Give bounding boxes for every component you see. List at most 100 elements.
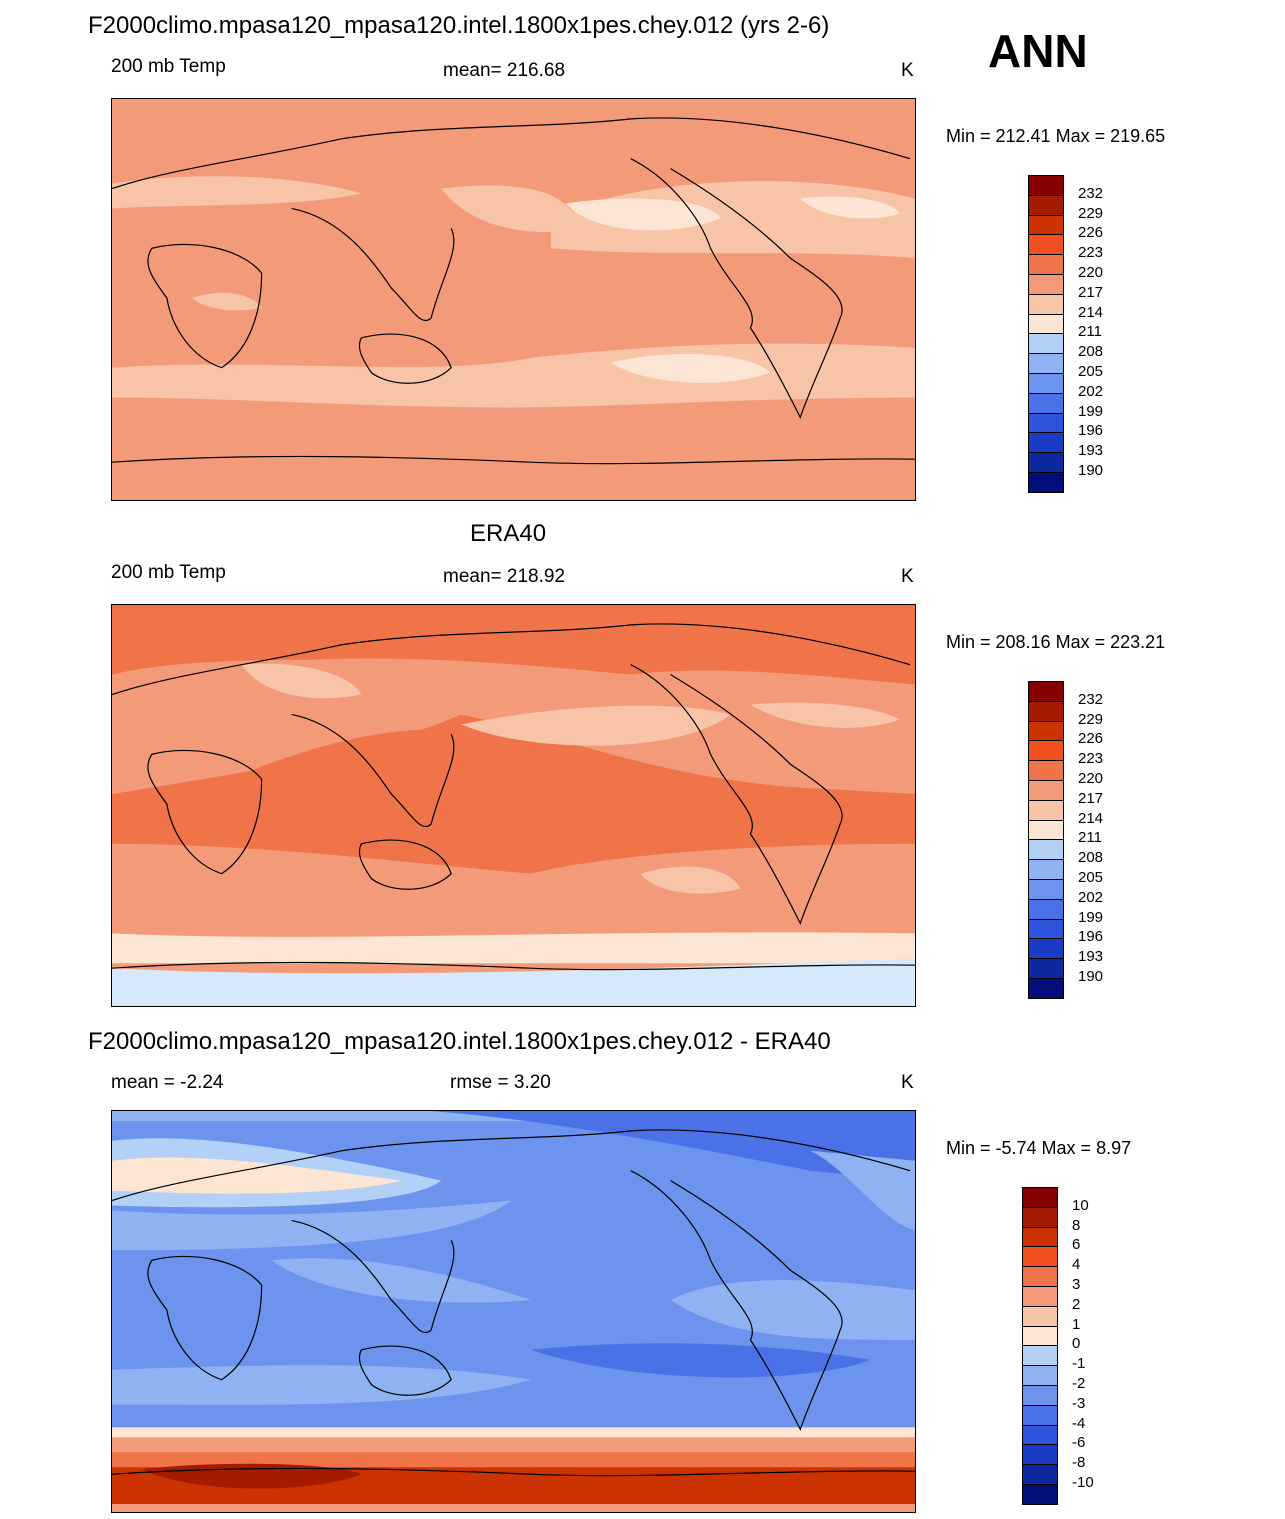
colorbar-tick-label: 202 bbox=[1078, 888, 1104, 906]
colorbar-swatch bbox=[1028, 780, 1064, 801]
colorbar-swatch bbox=[1022, 1325, 1058, 1347]
colorbar-swatch bbox=[1028, 978, 1064, 999]
colorbar-swatch bbox=[1022, 1484, 1058, 1505]
season-label: ANN bbox=[988, 25, 1088, 77]
colorbar-swatch bbox=[1028, 681, 1064, 702]
colorbar-tick-label: 226 bbox=[1078, 224, 1104, 242]
panel-minmax-diff: Min = -5.74 Max = 8.97 bbox=[946, 1138, 1132, 1158]
panel-minmax-obs: Min = 208.16 Max = 223.21 bbox=[946, 632, 1166, 652]
colorbar-tick-label: 2 bbox=[1072, 1295, 1081, 1313]
colorbar-tick-label: 196 bbox=[1078, 928, 1104, 946]
colorbar-tick-label: 223 bbox=[1078, 244, 1104, 262]
colorbar-tick-label: 214 bbox=[1078, 303, 1104, 321]
colorbar-swatch bbox=[1028, 938, 1064, 960]
colorbar-tick-label: 1 bbox=[1072, 1315, 1081, 1333]
colorbar-model: 232 229 226 223 220 217 214 211 208 205 202 199 196 1… bbox=[1028, 175, 1148, 493]
colorbar-swatch bbox=[1028, 254, 1064, 275]
colorbar-swatch bbox=[1022, 1246, 1058, 1268]
coastlines-obs bbox=[112, 623, 915, 971]
colorbar-tick-label: 211 bbox=[1078, 829, 1102, 847]
colorbar-swatch bbox=[1022, 1424, 1058, 1446]
panel-title-diff: F2000climo.mpasa120_mpasa120.intel.1800x… bbox=[88, 1028, 831, 1055]
colorbar-tick-label: 229 bbox=[1078, 204, 1104, 222]
colorbar-swatch bbox=[1028, 819, 1064, 841]
colorbar-diff: 10 8 6 4 3 2 1 0 -1 -2 -3 -4 -6 -8 -10 bbox=[1022, 1187, 1142, 1505]
colorbar-swatch bbox=[1022, 1266, 1058, 1287]
map-panel-model bbox=[111, 98, 916, 501]
colorbar-tick-label: -2 bbox=[1072, 1375, 1086, 1392]
colorbar-tick-label: 211 bbox=[1078, 323, 1102, 341]
colorbar-tick-label: 217 bbox=[1078, 789, 1104, 807]
colorbar-swatch bbox=[1028, 392, 1064, 414]
colorbar-tick-label: 193 bbox=[1078, 442, 1104, 460]
map-svg-obs bbox=[112, 605, 915, 1006]
colorbar-swatch bbox=[1022, 1464, 1058, 1485]
colorbar-swatch bbox=[1028, 412, 1064, 434]
panel-units-label-model: K bbox=[901, 60, 914, 81]
panel-mean-label-diff: mean = -2.24 bbox=[111, 1072, 224, 1093]
colorbar-tick-label: 208 bbox=[1078, 849, 1104, 867]
colorbar-swatch bbox=[1028, 740, 1064, 762]
colorbar-tick-label: 217 bbox=[1078, 283, 1104, 301]
colorbar-swatch bbox=[1028, 760, 1064, 781]
coastlines-diff bbox=[112, 1129, 915, 1477]
colorbar-swatch bbox=[1028, 353, 1064, 374]
colorbar-swatch bbox=[1022, 1206, 1058, 1228]
panel-title-model: F2000climo.mpasa120_mpasa120.intel.1800x… bbox=[88, 12, 830, 39]
colorbar-swatch bbox=[1028, 293, 1064, 315]
colorbar-swatch bbox=[1028, 918, 1064, 940]
colorbar-tick-label: 220 bbox=[1078, 264, 1104, 281]
colorbar-swatch bbox=[1028, 700, 1064, 722]
colorbar-tick-label: 4 bbox=[1072, 1256, 1081, 1274]
map-panel-diff bbox=[111, 1110, 916, 1513]
colorbar-tick-label: -4 bbox=[1072, 1414, 1086, 1432]
colorbar-tick-label: -1 bbox=[1072, 1355, 1086, 1373]
colorbar-swatch bbox=[1028, 373, 1064, 394]
colorbar-tick-label: 226 bbox=[1078, 730, 1104, 748]
colorbar-tick-label: 8 bbox=[1072, 1216, 1081, 1234]
colorbar-tick-label: -3 bbox=[1072, 1394, 1086, 1412]
colorbar-tick-label: 202 bbox=[1078, 382, 1104, 400]
colorbar-tick-label: 10 bbox=[1072, 1196, 1089, 1214]
colorbar-swatch bbox=[1022, 1345, 1058, 1367]
colorbar-swatch bbox=[1028, 274, 1064, 295]
colorbar-swatch bbox=[1028, 452, 1064, 473]
colorbar-tick-label: 229 bbox=[1078, 710, 1104, 728]
colorbar-swatch bbox=[1028, 432, 1064, 454]
colorbar-tick-label: 199 bbox=[1078, 402, 1104, 420]
colorbar-swatch bbox=[1022, 1187, 1058, 1208]
colorbar-tick-label: 232 bbox=[1078, 690, 1104, 708]
colorbar-tick-label: 208 bbox=[1078, 343, 1104, 361]
colorbar-swatch bbox=[1028, 234, 1064, 256]
colorbar-swatch bbox=[1022, 1404, 1058, 1426]
colorbar-swatch bbox=[1022, 1226, 1058, 1248]
colorbar-tick-label: -6 bbox=[1072, 1434, 1086, 1452]
panel-rmse-label-diff: rmse = 3.20 bbox=[450, 1072, 551, 1093]
colorbar-tick-label: 214 bbox=[1078, 809, 1104, 827]
colorbar-swatch bbox=[1028, 839, 1064, 861]
colorbar-swatch bbox=[1022, 1444, 1058, 1466]
colorbar-tick-label: 205 bbox=[1078, 869, 1104, 886]
colorbar-tick-label: 199 bbox=[1078, 908, 1104, 926]
panel-title-obs: ERA40 bbox=[470, 520, 547, 547]
colorbar-swatch bbox=[1028, 472, 1064, 493]
colorbar-tick-label: 220 bbox=[1078, 770, 1104, 787]
map-svg-diff bbox=[112, 1111, 915, 1512]
panel-minmax-model: Min = 212.41 Max = 219.65 bbox=[946, 126, 1166, 146]
colorbar-obs: 232 229 226 223 220 217 214 211 208 205 202 199 196 1… bbox=[1028, 681, 1148, 999]
colorbar-swatch bbox=[1022, 1385, 1058, 1406]
panel-field-label-obs: 200 mb Temp bbox=[111, 562, 226, 583]
colorbar-swatch bbox=[1028, 859, 1064, 880]
panel-mean-label-model: mean= 216.68 bbox=[443, 60, 566, 81]
colorbar-tick-label: 223 bbox=[1078, 750, 1104, 768]
map-svg-model bbox=[112, 99, 915, 500]
colorbar-tick-label: 6 bbox=[1072, 1236, 1081, 1254]
panel-mean-label-obs: mean= 218.92 bbox=[443, 566, 566, 587]
colorbar-swatch bbox=[1028, 898, 1064, 920]
colorbar-tick-label: 232 bbox=[1078, 184, 1104, 202]
colorbar-swatch bbox=[1028, 175, 1064, 196]
colorbar-swatch bbox=[1022, 1305, 1058, 1327]
colorbar-swatch bbox=[1022, 1365, 1058, 1386]
colorbar-tick-label: -10 bbox=[1072, 1474, 1094, 1491]
colorbar-tick-label: 193 bbox=[1078, 948, 1104, 966]
